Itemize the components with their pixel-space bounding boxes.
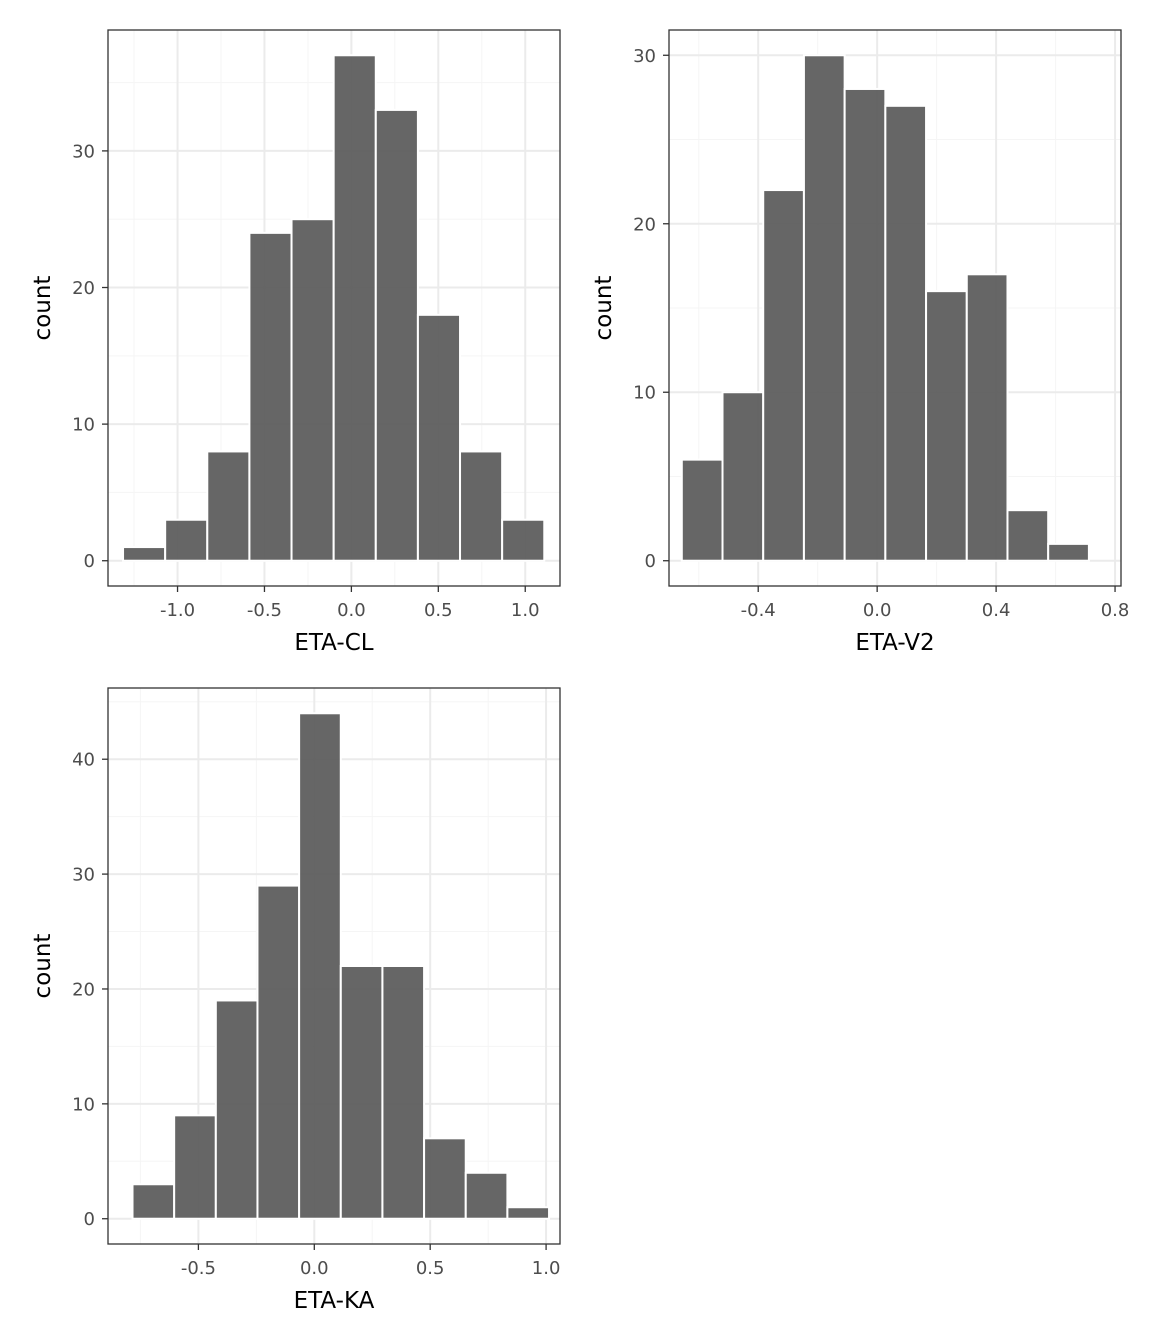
panel-eta-cl: -1.0 -0.5 0.0 0.5 1.0 0 10 20 30 ETA-CL count: [30, 29, 561, 656]
y-tick-label: 10: [72, 1094, 95, 1115]
histogram-bar: [214, 999, 259, 1220]
y-tick-label: 10: [72, 415, 95, 436]
histogram-bar: [381, 965, 426, 1220]
panel-border: [107, 29, 561, 587]
histogram-bar: [721, 391, 765, 562]
histogram-bar: [965, 273, 1009, 562]
x-axis: -0.5 0.0 0.5 1.0: [181, 1244, 561, 1279]
x-tick-label: -1.0: [160, 600, 195, 621]
y-tick-label: 20: [72, 278, 95, 299]
x-axis: -1.0 -0.5 0.0 0.5 1.0: [160, 586, 540, 621]
y-tick-label: 30: [72, 865, 95, 886]
histogram-bar: [332, 54, 377, 562]
y-tick-label: 30: [72, 141, 95, 162]
y-tick-label: 20: [72, 979, 95, 1000]
bars: [122, 54, 546, 562]
histogram-bar: [423, 1137, 467, 1220]
x-tick-label: 0.5: [416, 1258, 445, 1279]
panel-border: [668, 29, 1122, 587]
histogram-bar: [164, 518, 209, 562]
x-axis-title: ETA-CL: [294, 630, 373, 656]
y-axis: 0 10 20 30: [72, 141, 108, 572]
y-tick-label: 0: [645, 551, 656, 572]
histogram-bar: [298, 712, 342, 1220]
y-tick-label: 40: [72, 750, 95, 771]
x-tick-label: -0.5: [247, 600, 282, 621]
histogram-bar: [501, 518, 546, 562]
histogram-bar: [416, 313, 462, 562]
y-tick-label: 20: [633, 214, 656, 235]
x-tick-label: 1.0: [511, 600, 540, 621]
histogram-bar: [173, 1114, 217, 1220]
y-axis: 0 10 20 30: [633, 46, 669, 572]
histogram-bar: [248, 231, 293, 562]
x-tick-label: -0.4: [741, 600, 776, 621]
x-axis-title: ETA-V2: [855, 630, 934, 656]
bars: [131, 712, 551, 1220]
histogram-bar: [506, 1206, 551, 1220]
x-tick-label: 0.8: [1101, 600, 1130, 621]
histogram-bar: [339, 965, 384, 1220]
x-tick-label: 0.0: [300, 1258, 329, 1279]
histogram-bar: [122, 546, 167, 562]
panel-eta-v2: -0.4 0.0 0.4 0.8 0 10 20 30 ETA-V2 count: [591, 29, 1130, 656]
histogram-bar: [925, 290, 968, 562]
histogram-bar: [459, 450, 504, 562]
y-tick-label: 30: [633, 46, 656, 67]
histogram-bar: [290, 218, 335, 562]
y-axis-title: count: [591, 276, 617, 341]
histogram-bar: [374, 108, 419, 562]
histogram-bar: [884, 104, 928, 562]
y-tick-label: 0: [84, 551, 95, 572]
histogram-bar: [680, 458, 724, 562]
histogram-bar: [131, 1183, 176, 1220]
histogram-bar: [843, 87, 887, 562]
y-tick-label: 0: [84, 1209, 95, 1230]
x-axis: -0.4 0.0 0.4 0.8: [741, 586, 1130, 621]
histogram-bar: [206, 450, 251, 562]
x-axis-title: ETA-KA: [294, 1288, 375, 1314]
histogram-bar: [802, 54, 846, 562]
bars: [680, 54, 1090, 562]
x-tick-label: 0.5: [424, 600, 453, 621]
histogram-bar: [464, 1171, 509, 1220]
panel-eta-ka: -0.5 0.0 0.5 1.0 0 10 20 30 40 ETA-KA count: [30, 687, 561, 1314]
x-tick-label: 1.0: [532, 1258, 561, 1279]
x-tick-label: 0.4: [982, 600, 1011, 621]
histogram-bar: [762, 189, 805, 562]
y-axis-title: count: [30, 276, 56, 341]
histogram-bar: [256, 884, 301, 1220]
x-tick-label: -0.5: [181, 1258, 216, 1279]
panel-border: [107, 687, 561, 1245]
histogram-bar: [1047, 542, 1090, 562]
y-axis: 0 10 20 30 40: [72, 750, 108, 1230]
y-tick-label: 10: [633, 383, 656, 404]
y-axis-title: count: [30, 934, 56, 999]
x-tick-label: 0.0: [863, 600, 892, 621]
histogram-bar: [1006, 509, 1050, 562]
x-tick-label: 0.0: [337, 600, 366, 621]
